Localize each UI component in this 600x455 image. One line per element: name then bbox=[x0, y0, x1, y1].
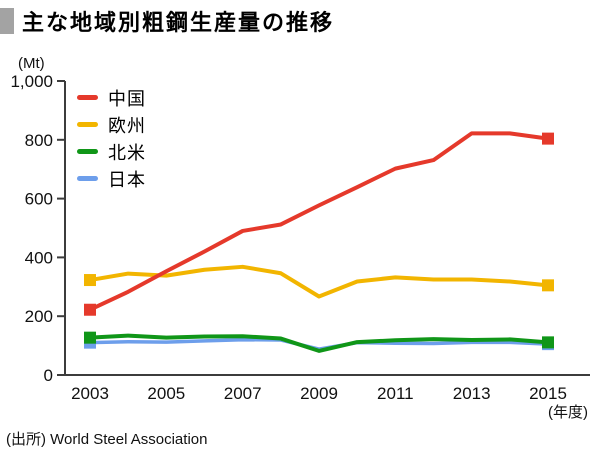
series-line-north-america bbox=[89, 333, 549, 353]
legend-item-north-america: 北米 bbox=[77, 138, 146, 165]
legend-swatch-japan bbox=[77, 176, 98, 181]
series-endpoint-marker-north-america bbox=[542, 336, 554, 349]
legend-item-japan: 日本 bbox=[77, 165, 146, 192]
series-endpoint-marker-north-america bbox=[84, 331, 96, 344]
legend-label-japan: 日本 bbox=[108, 169, 146, 190]
series-line-europe bbox=[89, 264, 549, 299]
legend-item-europe: 欧州 bbox=[77, 111, 146, 138]
series-endpoint-marker-europe bbox=[84, 274, 96, 287]
legend-item-china: 中国 bbox=[77, 84, 146, 111]
y-axis-unit-label: (Mt) bbox=[18, 55, 45, 72]
page-title: 主な地域別粗鋼生産量の推移 bbox=[22, 10, 335, 35]
x-tick-label: 2005 bbox=[147, 384, 185, 403]
x-tick-label: 2009 bbox=[300, 384, 338, 403]
x-tick-label: 2007 bbox=[224, 384, 262, 403]
page-header: 主な地域別粗鋼生産量の推移 bbox=[0, 5, 334, 37]
x-tick-label: 2013 bbox=[453, 384, 491, 403]
y-tick-label: 400 bbox=[25, 248, 53, 267]
y-tick-label: 600 bbox=[25, 190, 53, 209]
x-axis-unit-label: (年度) bbox=[548, 404, 588, 421]
chart-legend: 中国 欧州 北米 日本 bbox=[77, 84, 146, 192]
y-tick-label: 1,000 bbox=[10, 72, 53, 91]
x-tick-label: 2015 bbox=[529, 384, 567, 403]
series-endpoint-marker-china bbox=[84, 303, 96, 316]
x-tick-label: 2011 bbox=[377, 384, 414, 403]
legend-label-europe: 欧州 bbox=[108, 115, 146, 136]
legend-swatch-north-america bbox=[77, 149, 98, 154]
title-bullet-square bbox=[0, 8, 14, 34]
legend-label-north-america: 北米 bbox=[108, 142, 146, 163]
y-tick-label: 0 bbox=[44, 366, 53, 385]
y-tick-label: 200 bbox=[25, 307, 53, 326]
series-line-china bbox=[89, 131, 549, 312]
legend-swatch-china bbox=[77, 95, 98, 100]
legend-label-china: 中国 bbox=[108, 88, 146, 109]
series-endpoint-marker-china bbox=[542, 132, 554, 145]
y-tick-label: 800 bbox=[25, 131, 53, 150]
legend-swatch-europe bbox=[77, 122, 98, 127]
x-tick-label: 2003 bbox=[71, 384, 109, 403]
source-note: (出所) World Steel Association bbox=[6, 431, 208, 448]
series-endpoint-marker-europe bbox=[542, 279, 554, 292]
